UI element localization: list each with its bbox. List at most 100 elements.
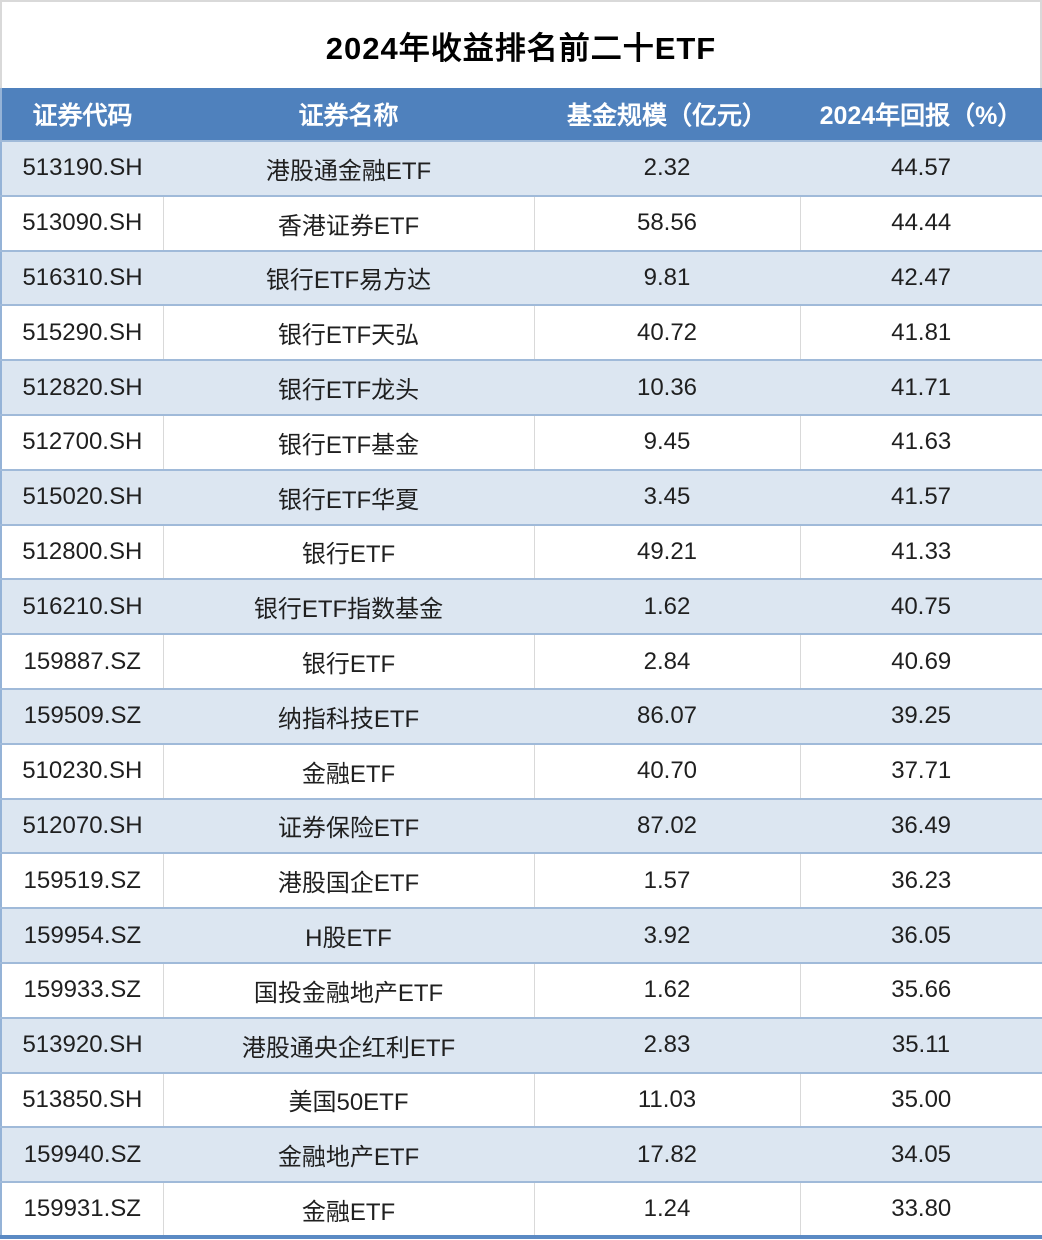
cell-fund-scale: 86.07	[534, 688, 800, 744]
cell-2024-return: 41.57	[800, 469, 1042, 525]
cell-security-name: 纳指科技ETF	[163, 688, 534, 744]
cell-security-name: 美国50ETF	[162, 1072, 534, 1128]
cell-2024-return: 35.66	[799, 962, 1042, 1018]
cell-2024-return: 36.23	[799, 853, 1042, 909]
cell-security-code: 159933.SZ	[23, 976, 141, 1004]
table-header: 证券代码 证券名称 基金规模（亿元） 2024年回报（%）	[1, 88, 1042, 141]
cell-security-name: 银行ETF华夏	[163, 469, 534, 525]
cell-2024-return: 35.11	[800, 1017, 1042, 1073]
cell-fund-scale: 9.81	[534, 250, 800, 306]
cell-security-code: 159887.SZ	[23, 647, 141, 675]
cell-fund-scale: 58.56	[533, 195, 800, 251]
cell-security-name: 银行ETF	[162, 524, 534, 580]
cell-security-name: 金融ETF	[162, 1182, 534, 1237]
table-row: 513850.SH 美国50ETF 11.03 35.00	[1, 1072, 1042, 1128]
cell-security-code: 510230.SH	[22, 757, 143, 785]
cell-security-code: 513850.SH	[22, 1085, 143, 1113]
cell-2024-return: 41.33	[799, 524, 1042, 580]
cell-2024-return: 35.00	[799, 1072, 1042, 1128]
cell-security-name: 金融ETF	[162, 743, 534, 799]
cell-security-code: 512800.SH	[22, 537, 143, 565]
table-row: 512800.SH 银行ETF 49.21 41.33	[1, 524, 1042, 580]
table-row: 159519.SZ 港股国企ETF 1.57 36.23	[1, 853, 1042, 909]
table-row: 513190.SH 港股通金融ETF 2.32 44.57	[1, 141, 1042, 196]
cell-2024-return: 41.71	[800, 360, 1042, 415]
table-row: 515020.SH 银行ETF华夏 3.45 41.57	[1, 469, 1042, 525]
cell-security-code: 516310.SH	[1, 250, 163, 306]
cell-security-code: 513190.SH	[1, 141, 163, 196]
cell-2024-return: 44.57	[800, 141, 1042, 196]
table-row: 159954.SZ H股ETF 3.92 36.05	[1, 908, 1042, 963]
cell-fund-scale: 2.32	[534, 141, 800, 196]
cell-fund-scale: 1.57	[533, 853, 800, 909]
table-row: 512820.SH 银行ETF龙头 10.36 41.71	[1, 360, 1042, 415]
cell-security-name: H股ETF	[163, 908, 534, 963]
cell-security-code: 512700.SH	[22, 428, 143, 456]
cell-fund-scale: 2.83	[534, 1017, 800, 1073]
cell-fund-scale: 1.24	[533, 1182, 800, 1237]
cell-security-code: 159931.SZ	[23, 1195, 141, 1223]
cell-2024-return: 41.63	[799, 414, 1042, 470]
cell-2024-return: 33.80	[799, 1182, 1042, 1237]
cell-security-name: 香港证券ETF	[162, 195, 534, 251]
cell-2024-return: 41.81	[799, 305, 1042, 361]
cell-security-code: 159954.SZ	[1, 908, 163, 963]
table-row: 159887.SZ 银行ETF 2.84 40.69	[1, 634, 1042, 689]
table-row: 512700.SH 银行ETF基金 9.45 41.63	[1, 414, 1042, 470]
col-header-fund-scale: 基金规模（亿元）	[534, 88, 800, 141]
cell-security-code: 515020.SH	[1, 469, 163, 525]
cell-fund-scale: 3.45	[534, 469, 800, 525]
cell-2024-return: 39.25	[800, 688, 1042, 744]
col-header-2024-return: 2024年回报（%）	[800, 88, 1042, 141]
cell-security-code: 159509.SZ	[1, 688, 163, 744]
table-row: 512070.SH 证券保险ETF 87.02 36.49	[1, 798, 1042, 854]
cell-fund-scale: 87.02	[534, 798, 800, 854]
cell-2024-return: 37.71	[799, 743, 1042, 799]
cell-security-name: 港股通金融ETF	[163, 141, 534, 196]
etf-ranking-table: 证券代码 证券名称 基金规模（亿元） 2024年回报（%） 513190.SH …	[0, 88, 1042, 1239]
cell-security-code: 516210.SH	[1, 579, 163, 635]
cell-security-name: 金融地产ETF	[163, 1127, 534, 1183]
cell-security-name: 银行ETF指数基金	[163, 579, 534, 635]
cell-security-name: 银行ETF龙头	[163, 360, 534, 415]
cell-2024-return: 40.69	[799, 634, 1042, 689]
cell-security-code: 515290.SH	[22, 318, 143, 346]
cell-security-code: 159519.SZ	[23, 866, 141, 894]
table-row: 515290.SH 银行ETF天弘 40.72 41.81	[1, 305, 1042, 361]
table-row: 159509.SZ 纳指科技ETF 86.07 39.25	[1, 688, 1042, 744]
cell-2024-return: 36.05	[800, 908, 1042, 963]
cell-2024-return: 40.75	[800, 579, 1042, 635]
table-body: 513190.SH 港股通金融ETF 2.32 44.57 513090.SH …	[1, 141, 1042, 1237]
cell-fund-scale: 17.82	[534, 1127, 800, 1183]
cell-fund-scale: 49.21	[533, 524, 800, 580]
cell-fund-scale: 40.72	[533, 305, 800, 361]
table-row: 513090.SH 香港证券ETF 58.56 44.44	[1, 195, 1042, 251]
cell-fund-scale: 2.84	[533, 634, 800, 689]
table-row: 513920.SH 港股通央企红利ETF 2.83 35.11	[1, 1017, 1042, 1073]
col-header-security-code: 证券代码	[1, 88, 163, 141]
cell-security-name: 港股国企ETF	[162, 853, 534, 909]
table-title: 2024年收益排名前二十ETF	[0, 0, 1042, 88]
table-row: 159933.SZ 国投金融地产ETF 1.62 35.66	[1, 962, 1042, 1018]
cell-security-name: 银行ETF	[162, 634, 534, 689]
cell-security-name: 银行ETF易方达	[163, 250, 534, 306]
cell-security-name: 银行ETF天弘	[162, 305, 534, 361]
cell-security-name: 银行ETF基金	[162, 414, 534, 470]
cell-fund-scale: 40.70	[533, 743, 800, 799]
table-row: 159931.SZ 金融ETF 1.24 33.80	[1, 1182, 1042, 1237]
cell-security-name: 国投金融地产ETF	[162, 962, 534, 1018]
cell-security-code: 159940.SZ	[1, 1127, 163, 1183]
cell-fund-scale: 10.36	[534, 360, 800, 415]
cell-security-code: 512820.SH	[1, 360, 163, 415]
cell-fund-scale: 1.62	[533, 962, 800, 1018]
cell-2024-return: 36.49	[800, 798, 1042, 854]
cell-security-code: 513090.SH	[22, 209, 143, 237]
cell-fund-scale: 11.03	[533, 1072, 800, 1128]
table-row: 516210.SH 银行ETF指数基金 1.62 40.75	[1, 579, 1042, 635]
table-row: 510230.SH 金融ETF 40.70 37.71	[1, 743, 1042, 799]
cell-security-code: 512070.SH	[1, 798, 163, 854]
header-row: 证券代码 证券名称 基金规模（亿元） 2024年回报（%）	[1, 88, 1042, 141]
cell-security-name: 港股通央企红利ETF	[163, 1017, 534, 1073]
cell-security-name: 证券保险ETF	[163, 798, 534, 854]
